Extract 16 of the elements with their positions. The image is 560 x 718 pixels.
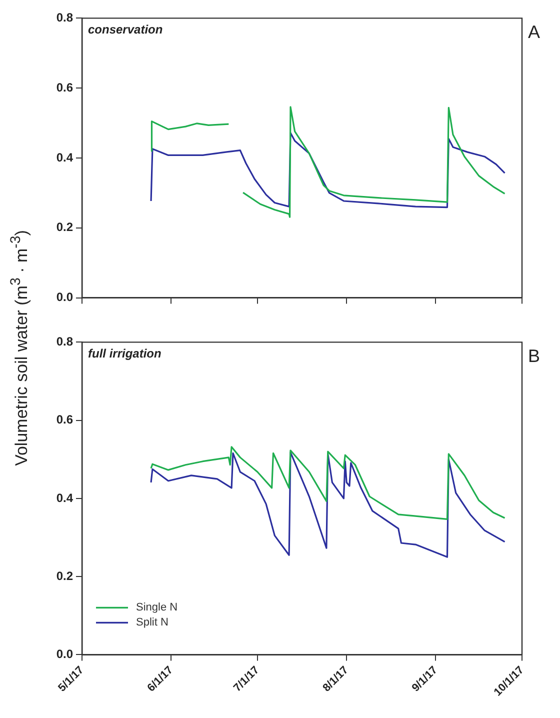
text: B bbox=[528, 346, 540, 366]
y-tick-label: 0.0 bbox=[56, 290, 74, 304]
y-tick-label: 0.0 bbox=[56, 647, 74, 662]
y-tick-label: 0.4 bbox=[56, 150, 74, 164]
annotation: conservation bbox=[88, 22, 163, 37]
y-tick-label: 0.8 bbox=[56, 10, 74, 25]
y-tick-label: 0.6 bbox=[56, 80, 74, 94]
y-tick-label: 0.2 bbox=[56, 220, 74, 234]
annotation: full irrigation bbox=[88, 346, 162, 361]
legend-label: Single N bbox=[136, 602, 178, 614]
y-tick-label: 0.2 bbox=[56, 568, 74, 583]
legend-label: Split N bbox=[136, 616, 168, 629]
y-tick-label: 0.8 bbox=[56, 334, 74, 349]
y-tick-label: 0.6 bbox=[56, 412, 74, 427]
y-tick-label: 0.4 bbox=[56, 490, 74, 505]
text: A bbox=[528, 22, 540, 42]
